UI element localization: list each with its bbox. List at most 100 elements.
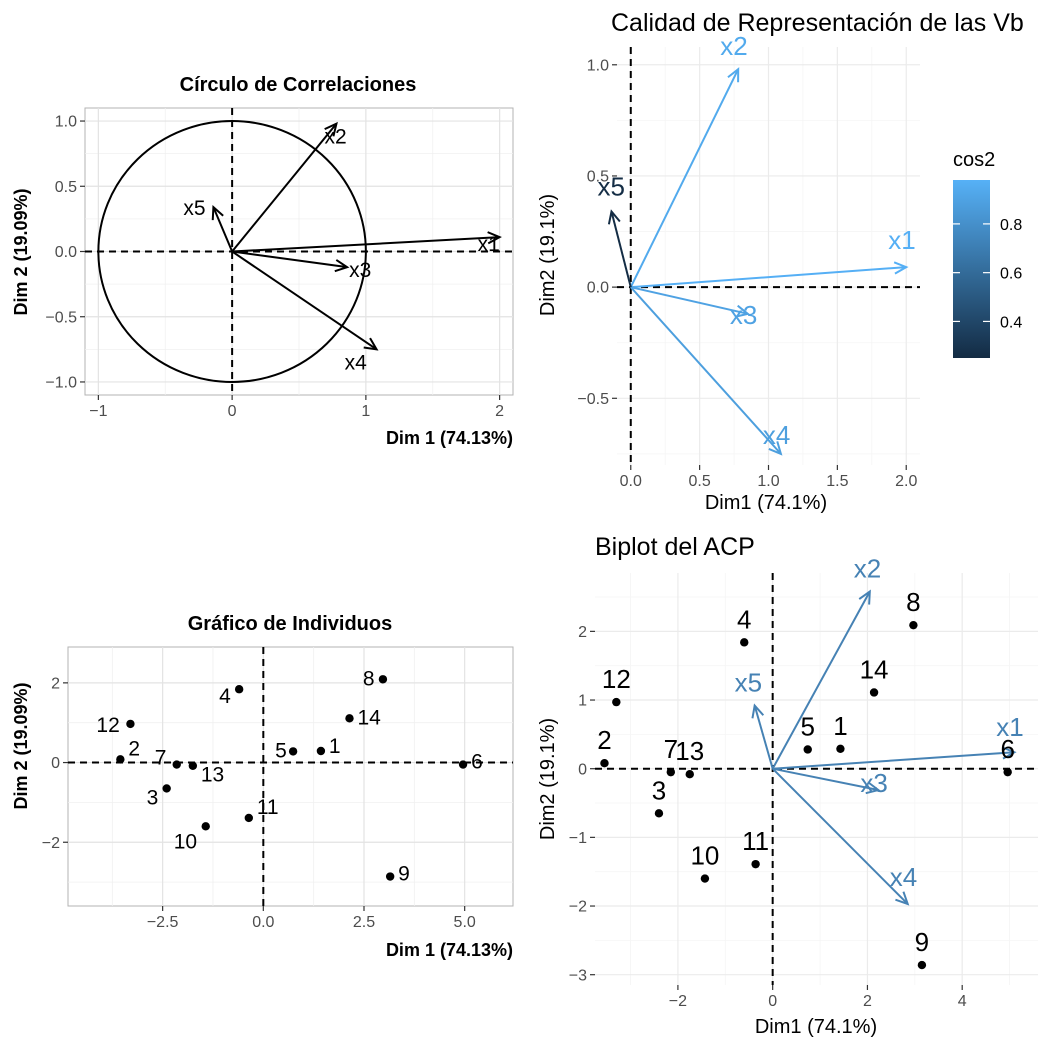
x-tick-label: −2.5 bbox=[147, 914, 179, 931]
individuals-plot-area bbox=[67, 646, 514, 907]
individual-point-9 bbox=[917, 960, 927, 970]
variable-label-x3: x3 bbox=[860, 768, 887, 798]
variable-arrow-x5 bbox=[212, 206, 234, 252]
cos2-tick-label: 0.8 bbox=[1000, 217, 1022, 234]
variable-arrowhead-x3 bbox=[865, 781, 881, 795]
individuals-x-axis-label: Dim 1 (74.13%) bbox=[386, 940, 513, 960]
variable-label-x2: x2 bbox=[854, 554, 881, 584]
individual-point-8 bbox=[378, 675, 388, 684]
variable-quality-grid bbox=[617, 47, 920, 465]
x-tick-label: 4 bbox=[958, 993, 967, 1010]
individual-label-6: 6 bbox=[1000, 734, 1014, 764]
x-tick-label: 0 bbox=[228, 403, 237, 420]
individual-point-14 bbox=[869, 688, 879, 697]
y-tick-label: −1 bbox=[569, 830, 587, 847]
individual-point-7 bbox=[172, 760, 181, 769]
x-tick-label: 0.5 bbox=[689, 473, 711, 490]
variable-label-x1: x1 bbox=[996, 712, 1023, 742]
variable-arrowhead-x2 bbox=[727, 67, 740, 83]
individual-label-9: 9 bbox=[915, 927, 929, 957]
individual-point-3 bbox=[654, 809, 664, 818]
correlation-circle-axes: −1 0 1 2 −1.0 −0.5 0.0 0.5 1.0 bbox=[45, 114, 504, 420]
x-tick-label: 0.0 bbox=[620, 473, 642, 490]
individual-point-5 bbox=[803, 745, 812, 754]
individuals-grid bbox=[68, 647, 513, 906]
variable-arrowhead-x3 bbox=[334, 259, 350, 273]
variable-label-x2: x2 bbox=[324, 126, 346, 149]
individuals-axes: −2.5 0.0 2.5 5.0 −2 0 2 bbox=[42, 675, 476, 931]
variable-arrowhead-x1 bbox=[893, 261, 909, 275]
individual-point-4 bbox=[234, 685, 244, 694]
variable-arrowhead-x1 bbox=[487, 231, 502, 245]
biplot-x-axis-label: Dim1 (74.1%) bbox=[755, 1016, 877, 1038]
y-tick-label: −0.5 bbox=[45, 309, 77, 326]
variable-label-x5: x5 bbox=[183, 197, 205, 220]
variable-quality-title: Calidad de Representación de las Vb bbox=[611, 9, 1024, 37]
individual-point-10 bbox=[700, 874, 710, 883]
biplot-y-axis-label: Dim2 (19.1%) bbox=[537, 718, 559, 840]
individual-label-9: 9 bbox=[398, 863, 410, 886]
individual-point-2 bbox=[600, 759, 609, 768]
x-tick-label: 5.0 bbox=[454, 914, 476, 931]
y-tick-label: 2 bbox=[51, 675, 60, 692]
individual-label-3: 3 bbox=[652, 775, 666, 805]
x-tick-label: 0 bbox=[768, 993, 777, 1010]
x-tick-label: −1 bbox=[89, 403, 107, 420]
x-tick-label: 1.0 bbox=[757, 473, 779, 490]
y-tick-label: 1.0 bbox=[587, 57, 609, 74]
individual-label-8: 8 bbox=[906, 587, 920, 617]
individual-label-8: 8 bbox=[363, 667, 375, 690]
individual-point-2 bbox=[116, 755, 125, 764]
cos2-tick-label: 0.6 bbox=[1000, 266, 1022, 283]
y-tick-label: 0.0 bbox=[587, 280, 609, 297]
correlation-circle bbox=[97, 120, 367, 383]
correlation-circle-panel: Círculo de Correlaciones x1 x2 x3 x4 x5 −1 0 1… bbox=[11, 74, 514, 448]
variable-quality-x-axis-label: Dim1 (74.1%) bbox=[705, 492, 827, 514]
variable-arrowhead-x2 bbox=[324, 121, 338, 137]
variable-label-x4: x4 bbox=[763, 420, 790, 450]
variable-arrowhead-x3 bbox=[734, 304, 751, 318]
individual-point-13 bbox=[188, 761, 198, 770]
variable-arrowhead-x5 bbox=[751, 703, 765, 719]
individual-point-13 bbox=[685, 769, 694, 779]
y-tick-label: −3 bbox=[569, 967, 587, 984]
variable-arrow-x4 bbox=[771, 767, 909, 905]
variable-label-x4: x4 bbox=[890, 862, 917, 892]
variable-arrow-x5 bbox=[610, 211, 632, 288]
variable-label-x1: x1 bbox=[478, 233, 500, 256]
individual-label-11: 11 bbox=[257, 796, 279, 819]
variable-arrow-x3 bbox=[231, 250, 348, 269]
variable-arrowhead-x4 bbox=[895, 891, 910, 906]
x-tick-label: 2.0 bbox=[895, 473, 917, 490]
x-tick-label: 2.5 bbox=[353, 914, 375, 931]
y-tick-label: 0.5 bbox=[587, 169, 609, 186]
variable-label-x5: x5 bbox=[735, 668, 762, 698]
individual-point-12 bbox=[126, 719, 135, 729]
cos2-legend-ticks: 0.4 0.6 0.8 bbox=[953, 217, 1022, 331]
individual-label-14: 14 bbox=[357, 706, 381, 729]
individual-point-1 bbox=[836, 744, 845, 753]
variable-label-x5: x5 bbox=[597, 172, 624, 202]
variable-label-x1: x1 bbox=[888, 225, 915, 255]
x-tick-label: 1.5 bbox=[826, 473, 848, 490]
y-tick-label: 1 bbox=[578, 693, 587, 710]
individual-label-13: 13 bbox=[201, 764, 224, 787]
biplot-title: Biplot del ACP bbox=[595, 533, 755, 561]
variable-label-x2: x2 bbox=[720, 31, 747, 61]
variable-arrow-x4 bbox=[630, 286, 782, 455]
variable-arrowhead-x5 bbox=[607, 209, 621, 225]
individual-label-11: 11 bbox=[742, 826, 769, 856]
variable-arrow-x1 bbox=[232, 236, 500, 253]
individual-label-6: 6 bbox=[471, 751, 483, 774]
individual-label-12: 12 bbox=[96, 714, 119, 737]
individual-point-3 bbox=[162, 784, 171, 793]
variable-arrow-x1 bbox=[630, 266, 907, 289]
individual-label-2: 2 bbox=[128, 737, 140, 760]
cos2-legend-title: cos2 bbox=[953, 149, 995, 171]
individual-point-12 bbox=[612, 697, 621, 707]
variable-quality-axes: 0.0 0.5 1.0 1.5 2.0 −0.5 0.0 0.5 1.0 bbox=[577, 57, 917, 490]
y-tick-label: 0.5 bbox=[55, 179, 77, 196]
